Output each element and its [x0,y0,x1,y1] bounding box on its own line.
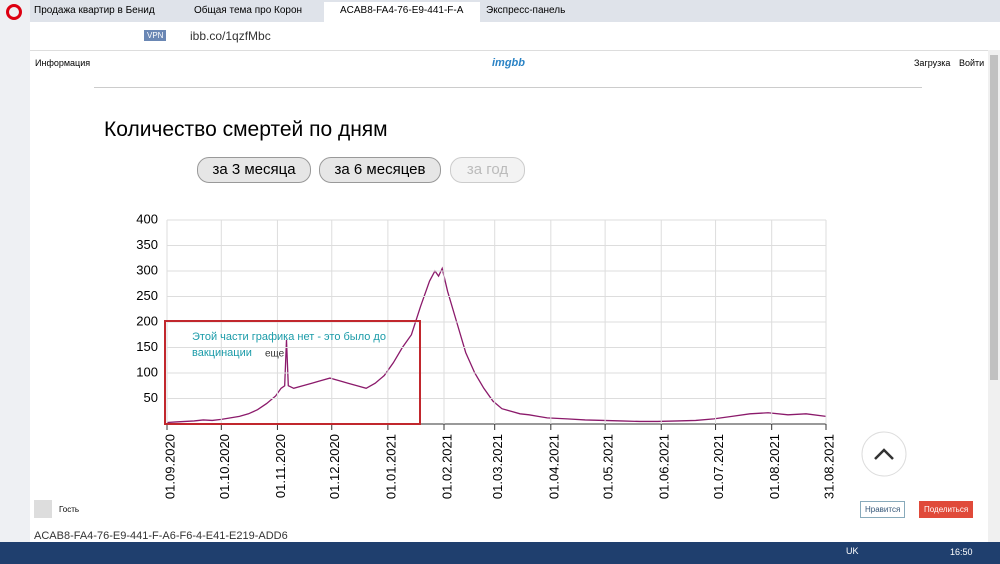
annotation: еще [265,349,285,360]
x-tick-label: 01.07.2021 [711,434,726,499]
y-tick-label: 350 [136,237,158,252]
clock: 16:50 [950,547,973,557]
url[interactable]: ibb.co/1qzfMbc [190,29,271,43]
language[interactable]: UK [846,546,859,556]
y-tick-label: 250 [136,288,158,303]
annotation: вакцинации [192,347,252,359]
x-tick-label: 01.12.2020 [327,434,342,499]
x-tick-label: 01.03.2021 [490,434,505,499]
like-button[interactable]: Нравится [860,501,906,518]
chart-title: Количество смертей по дням [104,118,388,141]
y-tick-label: 300 [136,262,158,277]
annotation: Этой части графика нет - это было до [192,331,386,343]
tab[interactable]: ACAB8-FA4-76-E9-441-F-A [324,2,480,22]
login[interactable]: Войти [959,58,985,68]
y-tick-label: 150 [136,339,158,354]
tab[interactable]: Общая тема про Корон [194,5,303,16]
x-tick-label: 01.02.2021 [439,434,454,499]
y-tick-label: 200 [136,313,158,328]
taskbar: UK 16:50 [0,542,1000,564]
logo[interactable]: imgbb [492,57,525,69]
range-button[interactable]: за 3 месяца [197,157,311,183]
x-tick-label: 01.10.2020 [217,434,232,499]
filename: ACAB8-FA4-76-E9-441-F-A6-F6-4-E41-E219-A… [34,530,288,542]
x-tick-label: 01.01.2021 [383,434,398,499]
x-tick-label: 31.08.2021 [821,434,836,499]
upload[interactable]: Загрузка [914,58,951,68]
tab[interactable]: Продажа квартир в Бенид [34,5,155,16]
address-bar: VPN ibb.co/1qzfMbc [30,22,1000,51]
range-button[interactable]: за 6 месяцев [319,157,441,183]
x-tick-label: 01.08.2021 [767,434,782,499]
avatar [34,500,52,518]
x-tick-label: 01.05.2021 [601,434,616,499]
x-tick-label: 01.04.2021 [546,434,561,499]
vpn-badge[interactable]: VPN [144,30,167,41]
tab-bar: Продажа квартир в Бенид Общая тема про К… [0,0,1000,22]
y-tick-label: 50 [144,390,158,405]
annotation-box [164,320,421,425]
range-button[interactable]: за год [450,157,525,183]
sidebar [0,0,30,542]
line [166,266,827,424]
y-tick-label: 100 [136,364,158,379]
y-tick-label: 400 [136,211,158,226]
opera-logo[interactable] [6,4,22,20]
share-button[interactable]: Поделиться [919,501,974,518]
tab[interactable]: Экспресс-панель [486,5,566,16]
x-tick-label: 01.11.2020 [273,434,288,498]
menu[interactable]: Информация [35,58,91,68]
divider [94,87,922,88]
x-tick-label: 01.09.2020 [162,434,177,499]
x-tick-label: 01.06.2021 [657,434,672,499]
scroll-top-button[interactable] [861,431,907,477]
arrow-icon [874,448,894,460]
user: Гость [59,505,80,514]
scrollbar[interactable] [988,50,1000,542]
